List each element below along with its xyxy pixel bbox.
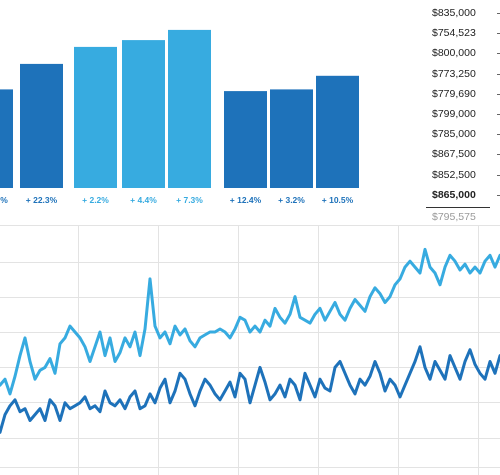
percent-label: % <box>0 195 8 205</box>
price-item: $865,000 <box>426 185 500 205</box>
price-value: $773,250 <box>432 67 476 80</box>
bar <box>0 89 13 188</box>
price-item: $799,000 <box>426 104 500 124</box>
price-value: $865,000 <box>432 188 476 201</box>
percent-label: + 4.4% <box>130 195 157 205</box>
price-tick <box>497 93 500 95</box>
bar <box>20 63 63 188</box>
price-value: $800,000 <box>432 47 476 60</box>
bar <box>224 91 267 188</box>
price-value: $852,500 <box>432 168 476 181</box>
price-item: $852,500 <box>426 165 500 185</box>
price-tick <box>497 174 500 176</box>
bar <box>270 89 313 188</box>
price-tick <box>497 53 500 55</box>
percent-label: + 12.4% <box>230 195 262 205</box>
percent-label: + 3.2% <box>278 195 305 205</box>
price-value: $785,000 <box>432 128 476 141</box>
price-tick <box>497 154 500 156</box>
price-value: $779,690 <box>432 87 476 100</box>
price-divider <box>426 206 490 208</box>
percent-label: + 2.2% <box>82 195 109 205</box>
bar <box>122 40 165 188</box>
price-item: $785,000 <box>426 124 500 144</box>
bar <box>168 29 211 189</box>
price-item: $754,523 <box>426 23 500 43</box>
price-value: $835,000 <box>432 7 476 19</box>
price-tick <box>497 194 500 196</box>
price-item: $779,690 <box>426 84 500 104</box>
percent-label: + 22.3% <box>26 195 58 205</box>
price-tick <box>497 73 500 75</box>
price-tick <box>497 113 500 115</box>
price-value: $867,500 <box>432 148 476 161</box>
price-tick <box>497 134 500 136</box>
price-value: $754,523 <box>432 27 476 40</box>
line-chart <box>0 225 500 475</box>
price-tick <box>497 33 500 35</box>
price-item: $835,000 <box>426 3 500 23</box>
price-item: $867,500 <box>426 144 500 164</box>
series-line <box>0 247 500 396</box>
percent-label: + 7.3% <box>176 195 203 205</box>
series-line <box>0 345 500 434</box>
bar <box>316 75 359 188</box>
price-list: $835,000 $754,523 $800,000 $773,250 $779,690… <box>426 3 500 223</box>
price-summary: $795,575 <box>432 210 476 223</box>
price-value: $799,000 <box>432 107 476 120</box>
price-item: $773,250 <box>426 64 500 84</box>
bar-chart: % + 22.3% + 2.2% + 4.4% + 7.3% + 12.4% + 3.2% +… <box>0 29 359 205</box>
bar <box>74 46 117 189</box>
price-tick <box>497 13 500 14</box>
price-item: $800,000 <box>426 43 500 63</box>
percent-label: + 10.5% <box>322 195 354 205</box>
